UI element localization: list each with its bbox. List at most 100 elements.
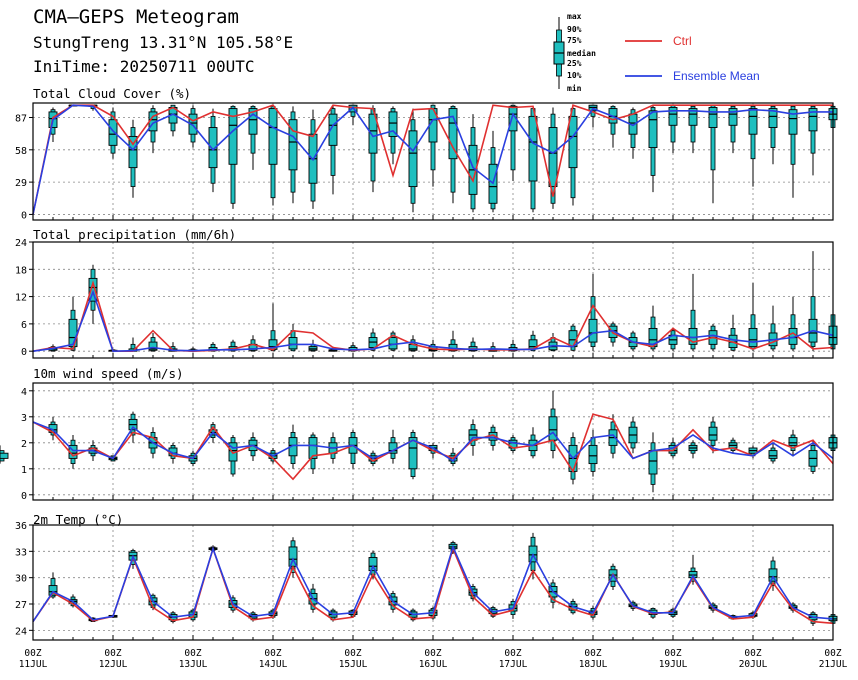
box-25-75 xyxy=(748,327,758,348)
x-tick-label-hour: 00Z xyxy=(744,648,761,659)
box-25-75 xyxy=(588,318,598,343)
box-25-75 xyxy=(768,568,778,582)
box-25-75 xyxy=(408,437,418,470)
box-25-75 xyxy=(368,113,378,154)
x-tick-label-date: 21JUL xyxy=(819,659,848,670)
box-25-75 xyxy=(708,426,718,441)
box-plot xyxy=(548,332,558,352)
box-plot xyxy=(728,314,738,352)
init-time-label: IniTime: 20250711 00UTC xyxy=(33,57,255,76)
y-tick-label: 18 xyxy=(15,265,27,276)
legend-key-label: 75% xyxy=(567,36,582,45)
x-tick-label-hour: 00Z xyxy=(344,648,361,659)
ensemble-mean-line xyxy=(32,544,834,623)
box-25-75 xyxy=(228,108,238,165)
box-25-75 xyxy=(388,337,398,350)
y-tick-label: 12 xyxy=(15,293,27,304)
box-plot xyxy=(788,296,798,352)
panel-2: 0 1 2 3 4 xyxy=(0,382,838,502)
box-25-75 xyxy=(688,108,698,126)
box-plot xyxy=(48,572,58,599)
box-plot xyxy=(228,435,238,477)
box-25-75 xyxy=(188,113,198,135)
box-plot xyxy=(108,107,118,159)
box-plot xyxy=(448,105,458,204)
precip-panel-title: Total precipitation (mm/6h) xyxy=(33,227,237,242)
box-25-75 xyxy=(668,107,678,126)
box-25-75 xyxy=(248,108,258,135)
box-plot xyxy=(408,429,418,480)
legend-mean-label: Ensemble Mean xyxy=(673,69,760,83)
x-tick-label-hour: 00Z xyxy=(424,648,441,659)
x-tick-label-hour: 00Z xyxy=(184,648,201,659)
box-plot xyxy=(768,442,778,464)
box-25-75 xyxy=(148,341,158,351)
x-tick-label-date: 16JUL xyxy=(419,659,448,670)
box-plot xyxy=(768,305,778,352)
x-tick-label-hour: 00Z xyxy=(824,648,841,659)
box-plot xyxy=(268,105,278,206)
box-plot xyxy=(228,105,238,209)
box-plot xyxy=(808,611,818,626)
box-plot xyxy=(648,432,658,493)
box-plot xyxy=(148,105,158,154)
box-25-75 xyxy=(728,108,738,126)
y-tick-label: 29 xyxy=(15,178,27,189)
box-plot xyxy=(388,429,398,464)
box-25-75 xyxy=(108,119,118,146)
box-plot xyxy=(308,339,318,352)
box-10-90 xyxy=(790,105,796,165)
ensemble-mean-line xyxy=(32,421,834,463)
x-tick-label-date: 19JUL xyxy=(659,659,688,670)
legend-key-label: min xyxy=(567,83,582,93)
box-plot xyxy=(708,104,718,204)
box-25-75 xyxy=(788,109,798,135)
box-plot xyxy=(128,119,138,198)
ctrl-series-line xyxy=(32,104,833,215)
box-plot xyxy=(728,105,738,154)
box-plot xyxy=(388,106,398,165)
y-tick-label: 36 xyxy=(15,521,27,532)
box-plot xyxy=(148,332,158,352)
x-tick-label-date: 12JUL xyxy=(99,659,128,670)
panel-3: 24 27 30 33 36 xyxy=(15,521,838,641)
y-tick-label: 24 xyxy=(15,626,27,637)
wind-panel-title: 10m wind speed (m/s) xyxy=(33,366,184,381)
box-plot xyxy=(548,390,558,459)
box-plot xyxy=(508,435,518,454)
legend-ctrl-label: Ctrl xyxy=(673,34,692,48)
x-tick-label-date: 14JUL xyxy=(259,659,288,670)
box-plot xyxy=(388,330,398,352)
y-tick-label: 0 xyxy=(21,347,27,358)
box-plot xyxy=(808,105,818,176)
legend-key-label: 25% xyxy=(567,59,582,68)
box-25-75 xyxy=(448,108,458,160)
box-plot xyxy=(408,108,418,213)
x-tick-label-hour: 00Z xyxy=(24,648,41,659)
box-25-75 xyxy=(328,113,338,146)
box-25-75 xyxy=(268,108,278,165)
box-25-75 xyxy=(808,108,818,132)
box-25-75 xyxy=(288,337,298,350)
box-25-75 xyxy=(748,108,758,135)
box-plot xyxy=(688,440,698,459)
box-25-75 xyxy=(528,115,538,182)
station-label: StungTreng 13.31°N 105.58°E xyxy=(33,33,294,52)
box-plot xyxy=(288,106,298,204)
ensemble-mean-line xyxy=(32,104,833,215)
box-25-75 xyxy=(288,119,298,171)
ctrl-series-line xyxy=(32,546,834,625)
y-tick-label: 1 xyxy=(21,465,27,476)
box-plot xyxy=(308,432,318,474)
x-tick-label-date: 13JUL xyxy=(179,659,208,670)
x-tick-label-hour: 00Z xyxy=(264,648,281,659)
box-plot xyxy=(628,416,638,454)
y-tick-label: 0 xyxy=(21,210,27,221)
box-plot xyxy=(808,440,818,474)
x-tick-label-hour: 00Z xyxy=(104,648,121,659)
box-25-75 xyxy=(408,130,418,188)
box-plot xyxy=(768,105,778,165)
temp-panel-title: 2m Temp (°C) xyxy=(33,512,124,527)
y-tick-label: 58 xyxy=(15,146,27,157)
panel-frame xyxy=(32,524,834,641)
